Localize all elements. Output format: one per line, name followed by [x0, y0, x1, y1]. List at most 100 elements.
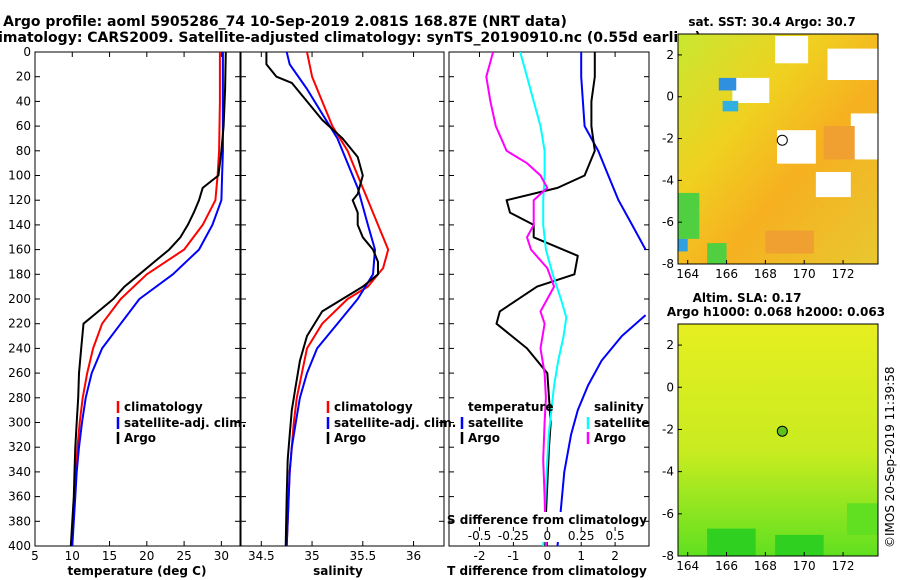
- xtick-label: -1: [507, 549, 519, 563]
- temperature-axis-ticks: 0 20 40 60 80 100 120 140 160 180 200 220 240 260 280 3…: [8, 45, 240, 563]
- s-diff-tick-label: -0.5: [468, 529, 491, 543]
- difference-legend-salinity-title: salinity: [594, 400, 644, 414]
- sst-cool-patch: [722, 100, 739, 112]
- sst-warm-patch: [823, 126, 855, 160]
- temperature-legend-climatology: climatology: [124, 400, 203, 414]
- s-difference-axis-background: [457, 512, 639, 542]
- map-xtick-label: 170: [793, 267, 816, 281]
- difference-axis-ticks: -2 -1 0 1 2: [449, 51, 649, 563]
- map-ytick-label: -4: [662, 465, 674, 479]
- sst-map-frame: [677, 33, 879, 265]
- sst-cloud-gap: [732, 77, 770, 103]
- map-xtick-label: 172: [832, 267, 855, 281]
- sla-map-frame: [677, 323, 879, 557]
- difference-legend-s-argo: Argo: [594, 431, 626, 445]
- sst-argo-location-marker: [776, 134, 788, 146]
- sst-map-patches: [678, 36, 878, 264]
- ytick-label: 240: [8, 341, 31, 355]
- ytick-label: 340: [8, 465, 31, 479]
- xtick-label: 5: [31, 549, 39, 563]
- sst-cloud-gap: [815, 172, 851, 198]
- sst-map-ticks: 164 166 168 170 172 2 0 -2 -4 -6 -8: [662, 48, 854, 281]
- salinity-legend-satellite: satellite-adj. clim.: [334, 416, 456, 430]
- sla-low-patch: [775, 534, 824, 556]
- map-xtick-label: 168: [754, 559, 777, 573]
- ytick-label: 140: [8, 218, 31, 232]
- sst-cloud-gap: [850, 113, 878, 160]
- salinity-panel: 34.5 35 35.5 36 salinity climatology satell…: [240, 51, 456, 578]
- difference-legend: temperature satellite Argo salinity sate…: [460, 400, 649, 445]
- sla-map-patches: [707, 503, 878, 556]
- map-ytick-label: 0: [666, 380, 674, 394]
- sst-map-panel: sat. SST: 30.4 Argo: 30.7 164 166 168 170 17…: [662, 15, 879, 281]
- xtick-label: 35: [304, 549, 319, 563]
- ytick-label: 400: [8, 539, 31, 553]
- xtick-label: 25: [176, 549, 191, 563]
- temperature-legend: climatology satellite-adj. clim. Argo: [116, 400, 246, 445]
- sst-cool-patch: [707, 243, 727, 264]
- map-xtick-label: 170: [793, 559, 816, 573]
- map-ytick-label: -4: [662, 173, 674, 187]
- s-difference-axis-ticks: -0.5 -0.25 0 0.25 0.5: [468, 527, 625, 543]
- ytick-label: 360: [8, 490, 31, 504]
- map-ytick-label: -8: [662, 257, 674, 271]
- salinity-legend: climatology satellite-adj. clim. Argo: [326, 400, 456, 445]
- series-line-argo: [265, 52, 379, 546]
- xtick-label: 2: [611, 549, 619, 563]
- difference-lines: [485, 52, 647, 546]
- map-ytick-label: 0: [666, 90, 674, 104]
- xtick-label: 34.5: [248, 549, 275, 563]
- imos-credit: ©IMOS 20-Sep-2019 11:39:58: [883, 366, 897, 548]
- map-ytick-label: -2: [662, 422, 674, 436]
- ytick-label: 220: [8, 317, 31, 331]
- temperature-lines: [69, 52, 227, 546]
- map-xtick-label: 172: [832, 559, 855, 573]
- sla-low-patch: [846, 503, 878, 535]
- sla-map-ticks: 164 166 168 170 172 2 0 -2 -4 -6 -8: [662, 338, 854, 573]
- salinity-xlabel: salinity: [313, 564, 363, 578]
- sla-low-patch: [707, 528, 756, 556]
- series-line-climatology: [285, 52, 390, 546]
- s-diff-tick-label: 0.25: [568, 529, 595, 543]
- difference-legend-t-argo: Argo: [468, 431, 500, 445]
- xtick-label: 1: [577, 549, 585, 563]
- map-xtick-label: 166: [715, 559, 738, 573]
- map-ytick-label: -6: [662, 507, 674, 521]
- series-line-satellite-salinity-: [519, 52, 568, 546]
- difference-plot-frame: [448, 51, 650, 547]
- ytick-label: 160: [8, 243, 31, 257]
- sst-map-title: sat. SST: 30.4 Argo: 30.7: [688, 15, 855, 29]
- temperature-plot-frame: [34, 51, 241, 547]
- ytick-label: 20: [16, 70, 31, 84]
- difference-legend-t-satellite: satellite: [468, 416, 523, 430]
- difference-panel: -2 -1 0 1 2 -0.5 -0.25 0 0.25 0.5 S difference f…: [447, 51, 650, 578]
- figure-title-line1: Argo profile: aoml 5905286_74 10-Sep-201…: [3, 14, 567, 30]
- ytick-label: 0: [23, 45, 31, 59]
- ytick-label: 260: [8, 366, 31, 380]
- s-difference-xlabel: S difference from climatology: [447, 513, 647, 527]
- sla-map-subtitle: Argo h1000: 0.068 h2000: 0.063: [667, 305, 885, 319]
- xtick-label: -2: [474, 549, 486, 563]
- salinity-legend-argo: Argo: [334, 431, 366, 445]
- xtick-label: 36: [406, 549, 421, 563]
- temperature-panel: 0 20 40 60 80 100 120 140 160 180 200 220 240 260 280 3…: [8, 45, 246, 578]
- series-line-argo-salinity-: [485, 52, 556, 546]
- ytick-label: 300: [8, 416, 31, 430]
- difference-legend-s-satellite: satellite: [594, 416, 649, 430]
- ytick-label: 40: [16, 94, 31, 108]
- temperature-xlabel: temperature (deg C): [68, 564, 207, 578]
- ytick-label: 280: [8, 391, 31, 405]
- ytick-label: 320: [8, 440, 31, 454]
- xtick-label: 15: [102, 549, 117, 563]
- t-difference-xlabel: T difference from climatology: [447, 564, 647, 578]
- difference-legend-temperature-title: temperature: [468, 400, 553, 414]
- sla-map-title: Altim. SLA: 0.17: [693, 291, 802, 305]
- series-line-satellite-adj-clim-: [285, 52, 376, 546]
- map-ytick-label: 2: [666, 338, 674, 352]
- series-line-satellite-adj-clim-: [71, 52, 224, 546]
- series-line-argo: [69, 52, 227, 546]
- sst-cloud-gap: [775, 36, 809, 64]
- ytick-label: 180: [8, 267, 31, 281]
- s-diff-tick-label: 0.5: [606, 529, 625, 543]
